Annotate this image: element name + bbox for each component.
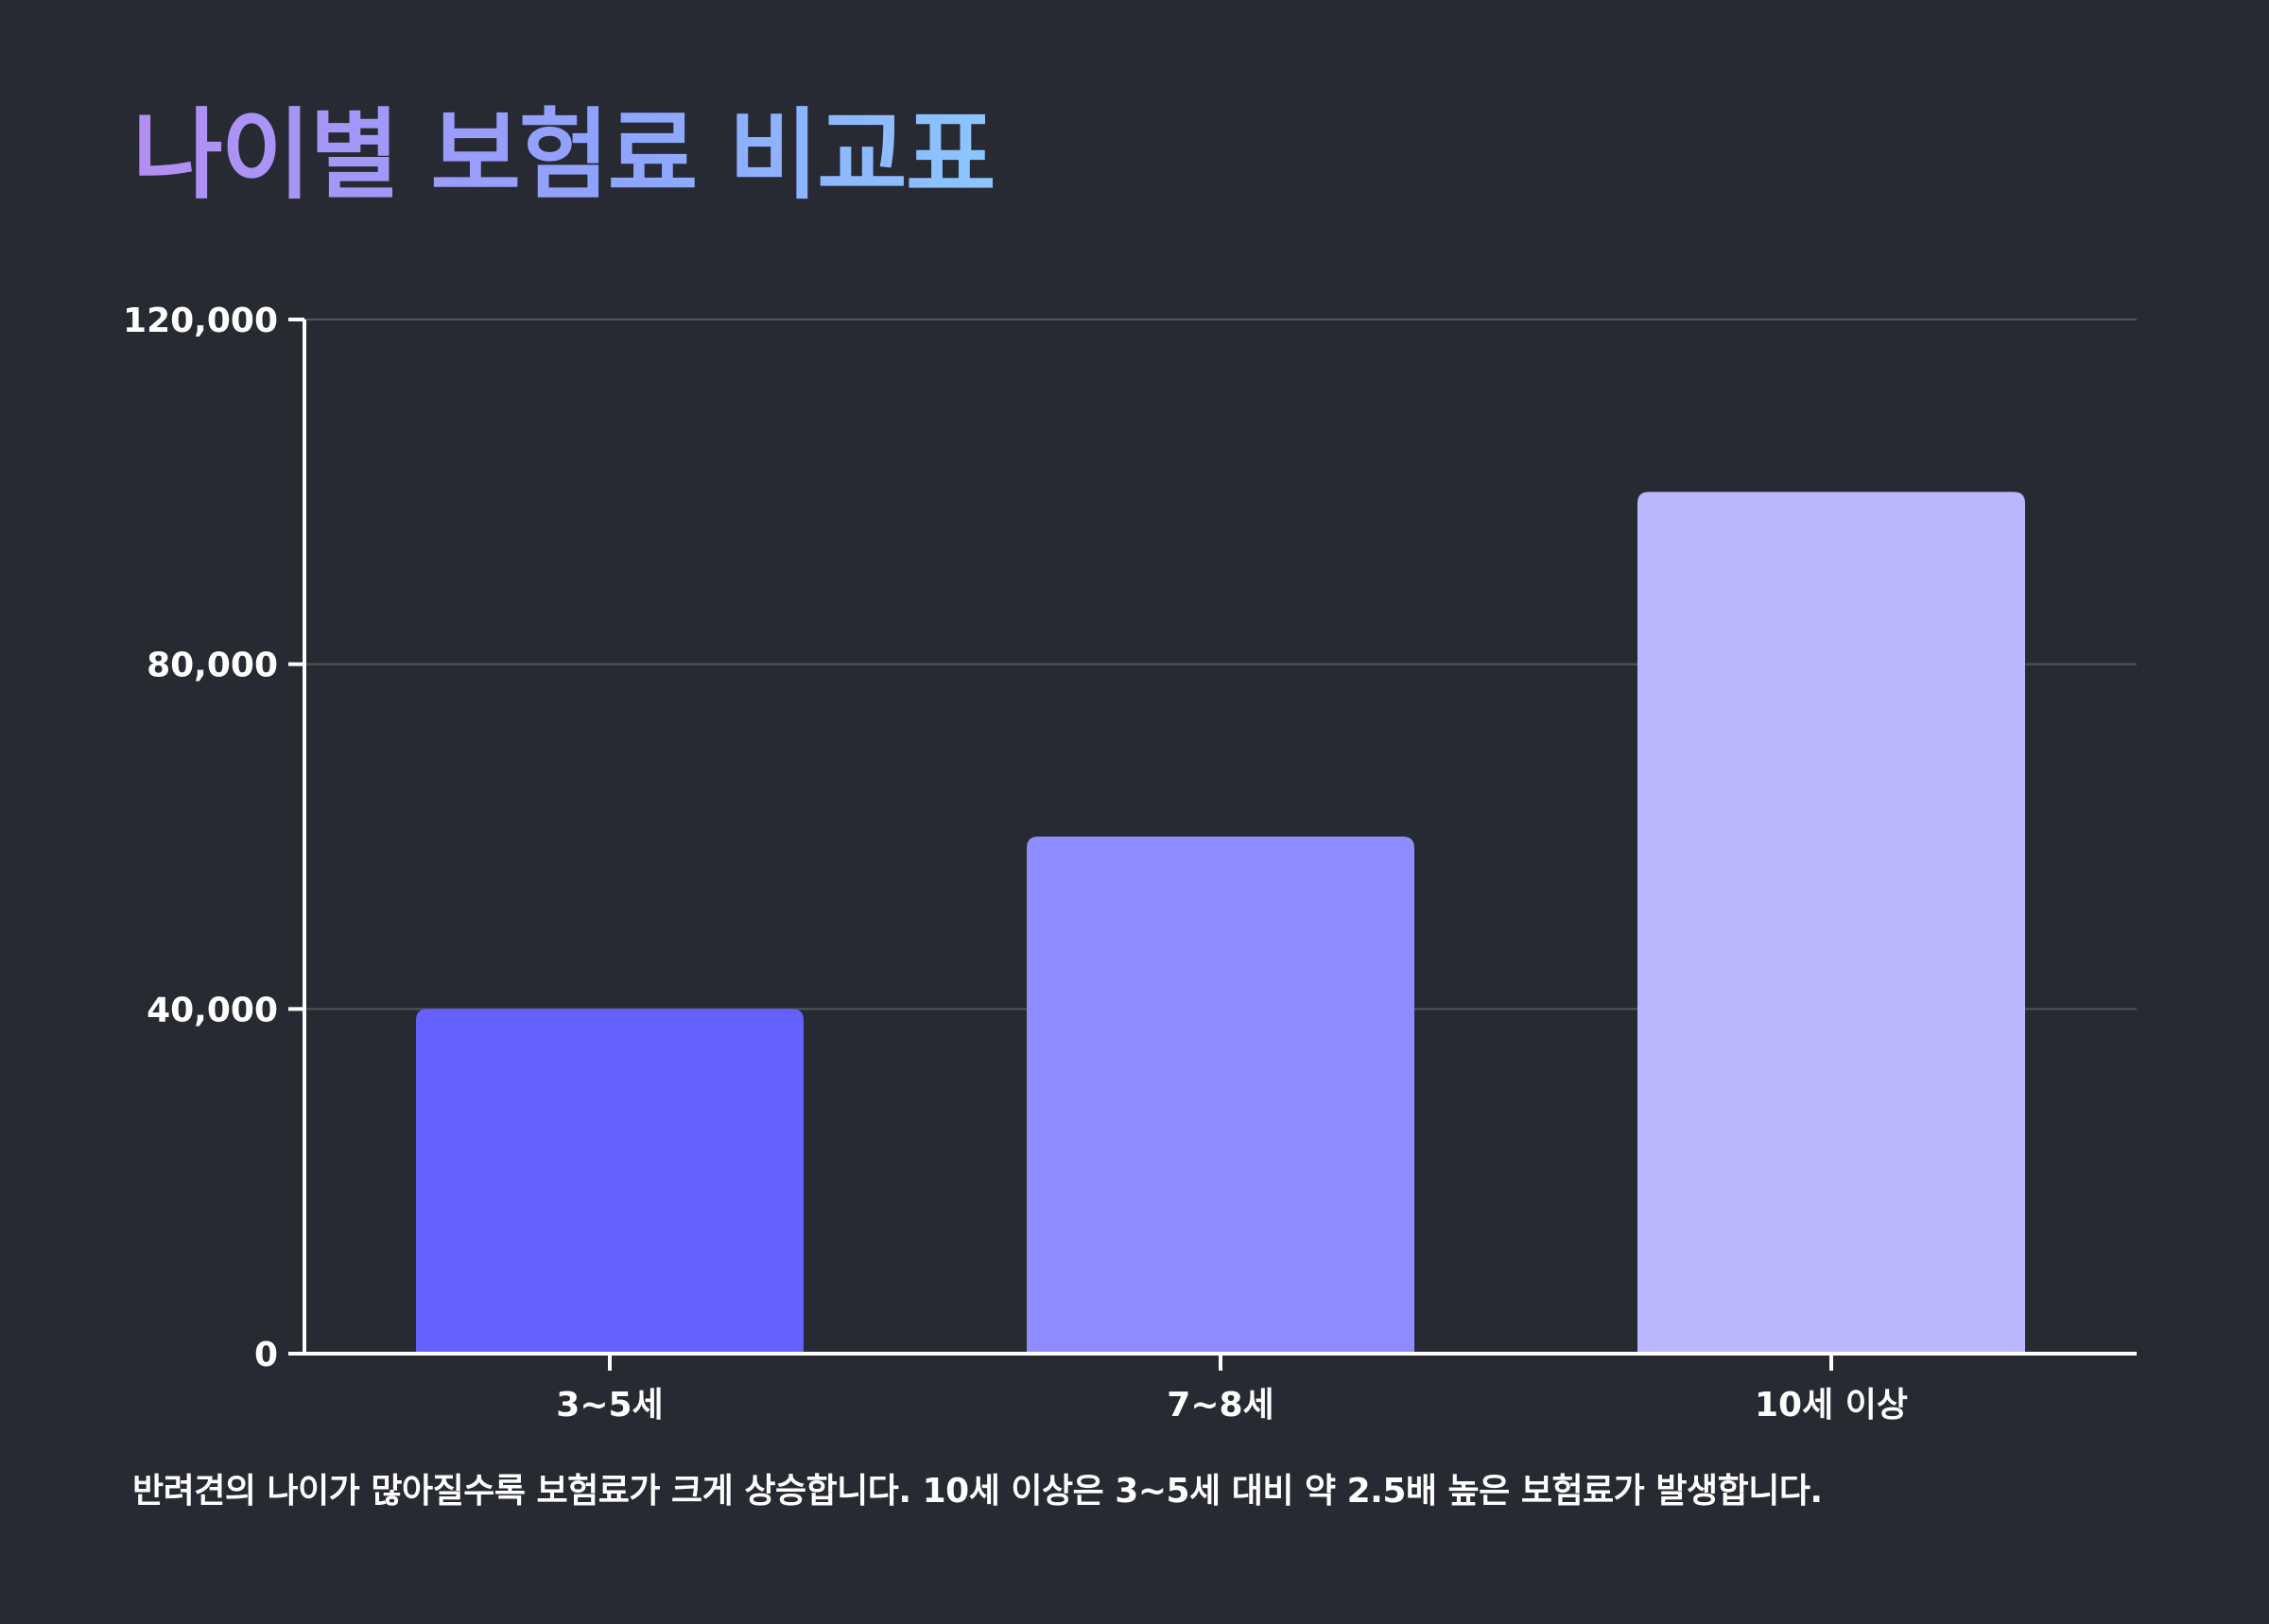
x-tick-label: 10세 이상 bbox=[1755, 1386, 1908, 1425]
chart-caption: 반려견의 나이가 많아질수록 보험료가 크게 상승합니다. 10세 이상은 3~… bbox=[132, 1472, 1823, 1511]
y-tick-label: 120,000 bbox=[123, 302, 278, 340]
bars bbox=[416, 492, 2025, 1354]
y-tick-label: 80,000 bbox=[147, 647, 278, 685]
chart-title: 나이별 보험료 비교표 bbox=[132, 97, 996, 213]
x-tick-label: 7~8세 bbox=[1167, 1386, 1273, 1425]
tick-labels: 0 40,000 80,000 120,000 3~5세 7~8세 10세 이상 bbox=[123, 302, 1908, 1425]
y-tick-label: 0 bbox=[254, 1336, 278, 1374]
bar-2 bbox=[1027, 837, 1414, 1354]
x-tick-label: 3~5세 bbox=[556, 1386, 663, 1425]
bar-1 bbox=[416, 1009, 804, 1354]
y-tick-label: 40,000 bbox=[147, 991, 278, 1029]
bar-3 bbox=[1637, 492, 2025, 1354]
axes bbox=[288, 318, 2137, 1371]
